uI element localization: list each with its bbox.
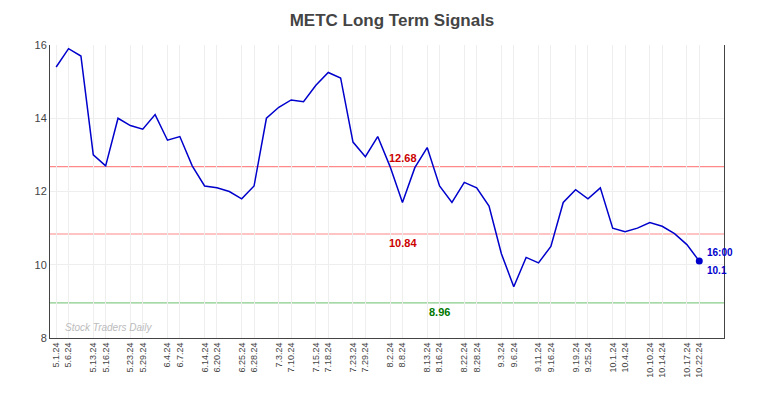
svg-text:8: 8 bbox=[41, 332, 47, 344]
svg-text:12: 12 bbox=[35, 185, 47, 197]
svg-text:6.4.24: 6.4.24 bbox=[162, 343, 172, 368]
svg-text:7.15.24: 7.15.24 bbox=[311, 343, 321, 373]
svg-text:10.1.24: 10.1.24 bbox=[608, 343, 618, 373]
svg-text:10.1: 10.1 bbox=[707, 265, 727, 276]
svg-text:7.23.24: 7.23.24 bbox=[348, 343, 358, 373]
svg-text:8.28.24: 8.28.24 bbox=[472, 343, 482, 373]
svg-text:6.28.24: 6.28.24 bbox=[249, 343, 259, 373]
svg-text:5.1.24: 5.1.24 bbox=[51, 343, 61, 368]
svg-text:10.14.24: 10.14.24 bbox=[657, 343, 667, 378]
svg-text:5.23.24: 5.23.24 bbox=[125, 343, 135, 373]
svg-text:16:00: 16:00 bbox=[707, 247, 733, 258]
svg-text:8.16.24: 8.16.24 bbox=[434, 343, 444, 373]
svg-text:14: 14 bbox=[35, 112, 47, 124]
svg-text:10.84: 10.84 bbox=[389, 237, 417, 249]
svg-text:8.8.24: 8.8.24 bbox=[397, 343, 407, 368]
svg-text:9.16.24: 9.16.24 bbox=[546, 343, 556, 373]
svg-text:5.6.24: 5.6.24 bbox=[63, 343, 73, 368]
svg-text:5.13.24: 5.13.24 bbox=[88, 343, 98, 373]
svg-text:METC Long Term Signals: METC Long Term Signals bbox=[290, 11, 495, 30]
svg-text:10.22.24: 10.22.24 bbox=[694, 343, 704, 378]
svg-text:5.29.24: 5.29.24 bbox=[138, 343, 148, 373]
svg-text:6.7.24: 6.7.24 bbox=[175, 343, 185, 368]
svg-text:9.3.24: 9.3.24 bbox=[496, 343, 506, 368]
svg-text:9.19.24: 9.19.24 bbox=[571, 343, 581, 373]
svg-text:10.4.24: 10.4.24 bbox=[620, 343, 630, 373]
svg-text:9.6.24: 9.6.24 bbox=[509, 343, 519, 368]
svg-text:16: 16 bbox=[35, 39, 47, 51]
svg-text:8.22.24: 8.22.24 bbox=[459, 343, 469, 373]
svg-text:Stock Traders Daily: Stock Traders Daily bbox=[65, 322, 153, 333]
svg-text:5.16.24: 5.16.24 bbox=[101, 343, 111, 373]
svg-text:10.17.24: 10.17.24 bbox=[682, 343, 692, 378]
svg-text:7.29.24: 7.29.24 bbox=[360, 343, 370, 373]
svg-text:9.11.24: 9.11.24 bbox=[533, 343, 543, 372]
svg-text:7.18.24: 7.18.24 bbox=[323, 343, 333, 373]
svg-text:6.20.24: 6.20.24 bbox=[212, 343, 222, 373]
svg-text:6.25.24: 6.25.24 bbox=[237, 343, 247, 373]
svg-text:10: 10 bbox=[35, 259, 47, 271]
svg-text:10.10.24: 10.10.24 bbox=[645, 343, 655, 378]
svg-text:12.68: 12.68 bbox=[389, 152, 417, 164]
svg-text:8.2.24: 8.2.24 bbox=[385, 343, 395, 368]
svg-text:7.10.24: 7.10.24 bbox=[286, 343, 296, 373]
svg-text:6.14.24: 6.14.24 bbox=[200, 343, 210, 373]
svg-text:7.3.24: 7.3.24 bbox=[274, 343, 284, 368]
svg-text:8.13.24: 8.13.24 bbox=[422, 343, 432, 373]
svg-text:9.25.24: 9.25.24 bbox=[583, 343, 593, 373]
svg-text:8.96: 8.96 bbox=[429, 306, 450, 318]
